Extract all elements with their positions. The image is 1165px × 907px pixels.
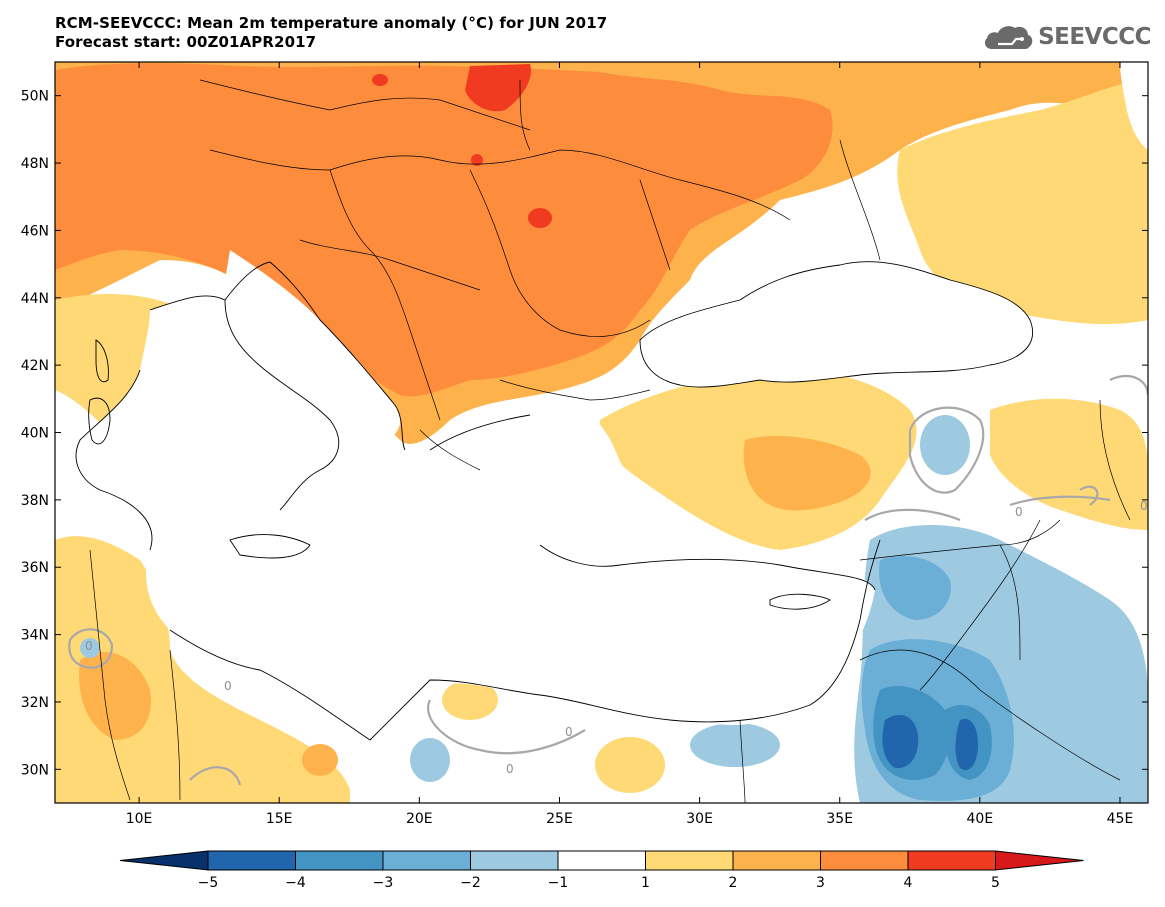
contour-labels: 0 0 0 0 0 0 (85, 499, 1148, 776)
anomaly-4-5-spot-c (372, 74, 388, 86)
anomaly-2-3-nafrica-west (79, 651, 151, 740)
lat-tick-label: 42N (21, 358, 49, 374)
anomaly-1-2-egypt (595, 737, 665, 793)
lat-tick-label: 38N (21, 493, 49, 509)
colorbar-swatch (470, 850, 559, 871)
lat-tick-label: 36N (21, 560, 49, 576)
colorbar-swatch (907, 850, 996, 871)
black-sea (640, 261, 1033, 388)
colorbar-label: 2 (729, 875, 738, 891)
contour-label: 0 (1015, 505, 1023, 519)
title-line-2: Forecast start: 00Z01APR2017 (55, 33, 317, 51)
lat-tick-label: 46N (21, 223, 49, 239)
colorbar-label: 3 (816, 875, 825, 891)
colorbar-swatch (382, 850, 471, 871)
anomaly-minus1-minus2-turkey-east (920, 415, 970, 475)
lat-tick-label: 40N (21, 426, 49, 442)
anomaly-field: 0 0 0 0 0 0 (55, 62, 1148, 803)
contour-label: 0 (506, 762, 514, 776)
anomaly-4-5-spot-a (465, 64, 531, 112)
lat-tick-label: 48N (21, 156, 49, 172)
anomaly-minus1-minus2-tunisia (80, 638, 100, 658)
contour-label: 0 (224, 679, 232, 693)
country-borders (89, 79, 1131, 803)
logo-text: SEEVCCC (1038, 24, 1151, 50)
colorbar-label: 1 (641, 875, 650, 891)
colorbar-swatch (820, 850, 909, 871)
lon-tick-label: 45E (1107, 811, 1134, 827)
colorbar-label: −3 (373, 875, 394, 891)
adriatic-sea (225, 250, 401, 440)
latitude-axis: 50N 48N 46N 44N 42N 40N 38N 36N 34N 32N 30N (21, 89, 1148, 778)
anomaly-minus1-minus2-libya (410, 738, 450, 782)
lon-tick-label: 40E (967, 811, 994, 827)
lon-tick-label: 25E (546, 811, 573, 827)
lon-tick-label: 35E (826, 811, 853, 827)
colorbar-swatch (645, 850, 734, 871)
contour-label: 0 (85, 639, 93, 653)
anomaly-1-2-caucasus (990, 398, 1148, 530)
colorbar-swatch (732, 850, 821, 871)
lon-tick-label: 10E (126, 811, 153, 827)
contour-label: 0 (565, 725, 573, 739)
colorbar-label: 4 (904, 875, 913, 891)
anomaly-minus4-minus5-middleeast (882, 715, 978, 771)
mediterranean-sea (76, 295, 875, 740)
colorbar-label: −5 (198, 875, 219, 891)
anomaly-2-3-egypt (302, 744, 338, 776)
lat-tick-label: 32N (21, 695, 49, 711)
anomaly-1-2-libya (442, 680, 498, 720)
contour-label: 0 (1140, 499, 1148, 513)
map-title: RCM-SEEVCCC: Mean 2m temperature anomaly… (55, 14, 607, 52)
colorbar: −5 −4 −3 −2 −1 1 2 3 4 5 (119, 850, 1084, 891)
anomaly-minus1-minus2-egypt (690, 723, 780, 767)
colorbar-swatch (295, 850, 384, 871)
colorbar-label: −4 (285, 875, 306, 891)
lon-tick-label: 15E (266, 811, 293, 827)
lon-tick-label: 30E (686, 811, 713, 827)
colorbar-label: −2 (460, 875, 481, 891)
anomaly-2-3-anatolia (743, 435, 871, 511)
colorbar-label: −1 (548, 875, 569, 891)
lat-tick-label: 34N (21, 628, 49, 644)
coastlines (75, 261, 1034, 741)
lat-tick-label: 44N (21, 291, 49, 307)
colorbar-swatch (557, 850, 646, 871)
colorbar-arrow-left (119, 850, 209, 871)
aegean-sea (500, 404, 637, 567)
lat-tick-label: 50N (21, 89, 49, 105)
lat-tick-label: 30N (21, 762, 49, 778)
caspian-edge (1120, 62, 1148, 150)
anomaly-1-2-east (897, 80, 1148, 325)
seevccc-logo: SEEVCCC (982, 20, 1151, 54)
anomaly-4-5-spot-d (471, 154, 483, 166)
colorbar-label: 5 (991, 875, 1000, 891)
zero-contours (68, 374, 1148, 786)
colorbar-arrow-right (995, 850, 1084, 871)
colorbar-swatch (207, 850, 296, 871)
lon-tick-label: 20E (406, 811, 433, 827)
anomaly-4-5-spot-b (528, 208, 552, 228)
anomaly-3-4-core (55, 63, 833, 397)
cloud-icon (985, 26, 1033, 49)
title-line-1: RCM-SEEVCCC: Mean 2m temperature anomaly… (55, 14, 608, 32)
longitude-axis: 10E 15E 20E 25E 30E 35E 40E 45E (126, 62, 1134, 827)
